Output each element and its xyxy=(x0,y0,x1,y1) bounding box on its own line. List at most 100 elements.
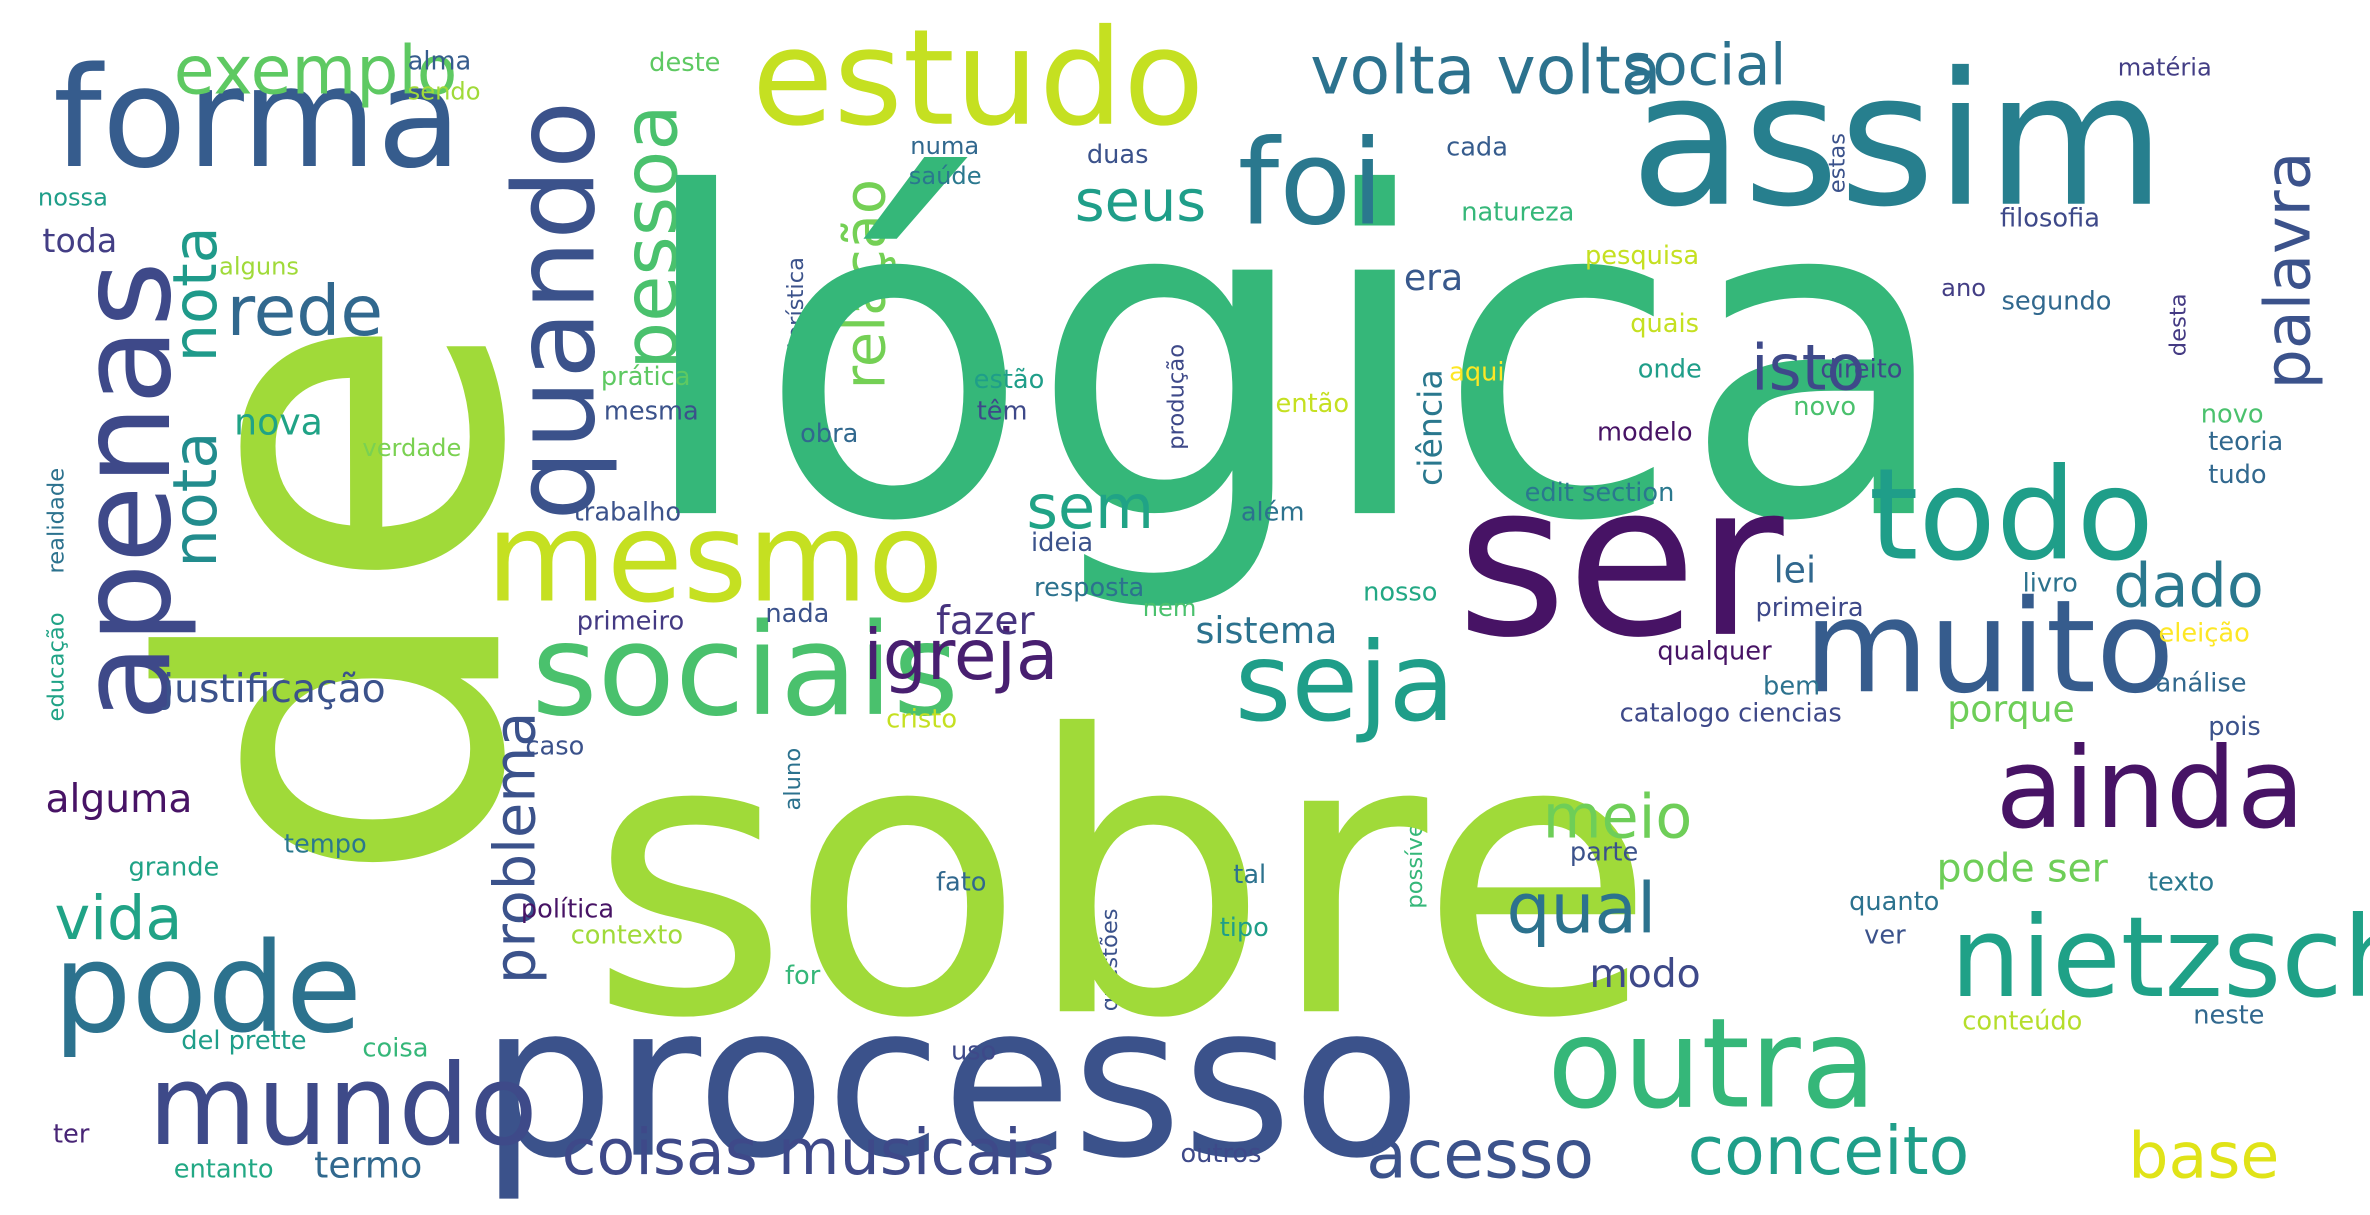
word-sem: sem xyxy=(1027,473,1154,543)
word-direito: direito xyxy=(1820,354,1902,384)
word-entao: novo xyxy=(1793,392,1856,422)
word-teoria: teoria xyxy=(2208,427,2283,457)
word-quando: quando xyxy=(490,101,620,521)
word-for: for xyxy=(785,961,821,991)
word-cristo: cristo xyxy=(886,704,957,734)
word-ter: ter xyxy=(53,1120,90,1150)
word-mundo: exemplo xyxy=(174,32,458,110)
word-ciencia: ciência xyxy=(1411,369,1450,486)
word-relacao: relação xyxy=(832,179,899,389)
word-assim: assim xyxy=(1630,34,2165,248)
word-isto: isto xyxy=(1751,330,1865,404)
word-era: era xyxy=(1404,256,1463,299)
word-toda: toda xyxy=(42,221,117,260)
word-nosso: nosso xyxy=(1363,578,1437,608)
word-apenas: apenas xyxy=(51,261,199,721)
word-justificacao: justificação xyxy=(162,667,385,712)
word-eleicao: eleição xyxy=(2159,618,2250,648)
word-tempo: tempo xyxy=(284,830,367,860)
word-catalogo-ciencias: catalogo ciencias xyxy=(1620,698,1842,728)
word-mesmo: seja xyxy=(1235,619,1455,746)
word-conteudo: conteúdo xyxy=(1962,1006,2082,1036)
word-igreja: igreja xyxy=(864,616,1059,696)
word-nada: nada xyxy=(765,599,829,629)
word-ser: ser xyxy=(1457,438,1784,684)
word-vida: vida xyxy=(55,884,183,954)
word-nietzsche: outra xyxy=(1547,992,1876,1136)
word-materia: matéria xyxy=(2118,53,2212,81)
word-social: pessoa xyxy=(606,104,694,369)
word-realidade: realidade xyxy=(44,468,70,574)
word-tem: têm xyxy=(977,397,1028,427)
word-pode-ser: pode ser xyxy=(1937,846,2109,891)
word-modelo: modelo xyxy=(1597,418,1693,448)
word-lei: lei xyxy=(1774,549,1816,592)
word-termo: termo xyxy=(314,1143,422,1186)
word-processo: processo xyxy=(480,959,1421,1205)
word-sobre: sobre xyxy=(589,654,1656,1102)
word-tudo: tudo xyxy=(2208,460,2266,490)
word-alguns: alguns xyxy=(219,253,299,281)
word-primeira: primeira xyxy=(1756,593,1864,623)
word-grande: grande xyxy=(128,852,219,882)
word-numa: numa xyxy=(910,132,979,160)
word-quais: quais xyxy=(1630,309,1699,339)
word-edit-section: edit section xyxy=(1525,478,1675,508)
word-nota-b: nota xyxy=(161,432,231,568)
word-estudo: estudo xyxy=(752,2,1205,156)
word-desta: desta xyxy=(2166,293,2192,356)
word-primeiro: primeiro xyxy=(577,606,684,636)
word-novo-shown: novo xyxy=(2201,400,2264,430)
word-nova: nova xyxy=(234,401,323,444)
word-resposta: resposta xyxy=(1034,573,1144,603)
word-ano: ano xyxy=(1941,274,1986,302)
word-de: de xyxy=(71,312,607,887)
word-nota-a: nota xyxy=(161,226,231,362)
word-dado: dado xyxy=(2113,552,2264,622)
word-alguma: alguma xyxy=(45,777,192,822)
word-estao: estão xyxy=(974,365,1045,395)
word-pessoa: todo xyxy=(1869,440,2154,588)
word-pratica: prática xyxy=(601,362,691,392)
word-questoes: questões xyxy=(1097,908,1123,1011)
word-obra: obra xyxy=(800,419,858,449)
word-entanto: entanto xyxy=(174,1154,274,1184)
word-rede: rede xyxy=(227,272,383,352)
word-forma: forma xyxy=(53,37,462,199)
word-duas: duas xyxy=(1087,140,1149,170)
word-pois: pois xyxy=(2208,712,2260,742)
word-sociais: mesmo xyxy=(486,487,943,631)
word-estas: estas xyxy=(1825,133,1851,193)
word-neste: neste xyxy=(2193,1000,2264,1030)
word-pode: mundo xyxy=(148,1041,538,1171)
word-outros: outros xyxy=(1180,1139,1261,1169)
word-base: base xyxy=(2128,1118,2279,1192)
word-pesquisa: pesquisa xyxy=(1585,241,1699,271)
word-qualquer: qualquer xyxy=(1657,637,1772,667)
word-seus: seus xyxy=(1075,167,1206,234)
word-alma: alma xyxy=(408,46,472,76)
word-tipo: tipo xyxy=(1220,913,1269,943)
word-volta-volta: social xyxy=(1623,32,1787,99)
word-sendo: sendo xyxy=(408,78,481,106)
word-outra: pode xyxy=(53,917,362,1061)
word-sistema: sistema xyxy=(1196,609,1338,652)
word-texto: texto xyxy=(2148,867,2214,897)
word-caso: caso xyxy=(525,732,584,762)
word-tal: tal xyxy=(1233,860,1266,890)
word-educacao: educação xyxy=(44,612,70,721)
word-nem: nem xyxy=(1143,594,1197,622)
word-qual: qual xyxy=(1506,870,1656,950)
word-exemplo: volta volta xyxy=(1310,32,1661,110)
word-ideia: ideia xyxy=(1031,528,1093,558)
word-palavra: palavra xyxy=(2250,151,2324,389)
word-nossa: nossa xyxy=(38,183,108,211)
word-foi: foi xyxy=(1238,114,1384,251)
word-seja: ainda xyxy=(1996,724,2306,854)
word-possivel: possível xyxy=(1402,817,1428,909)
word-bem: bem xyxy=(1763,671,1820,701)
word-politica: política xyxy=(521,895,614,925)
word-livro: livro xyxy=(2023,569,2078,599)
word-logica: lógica xyxy=(634,101,1954,619)
word-trabalho: trabalho xyxy=(574,498,681,528)
